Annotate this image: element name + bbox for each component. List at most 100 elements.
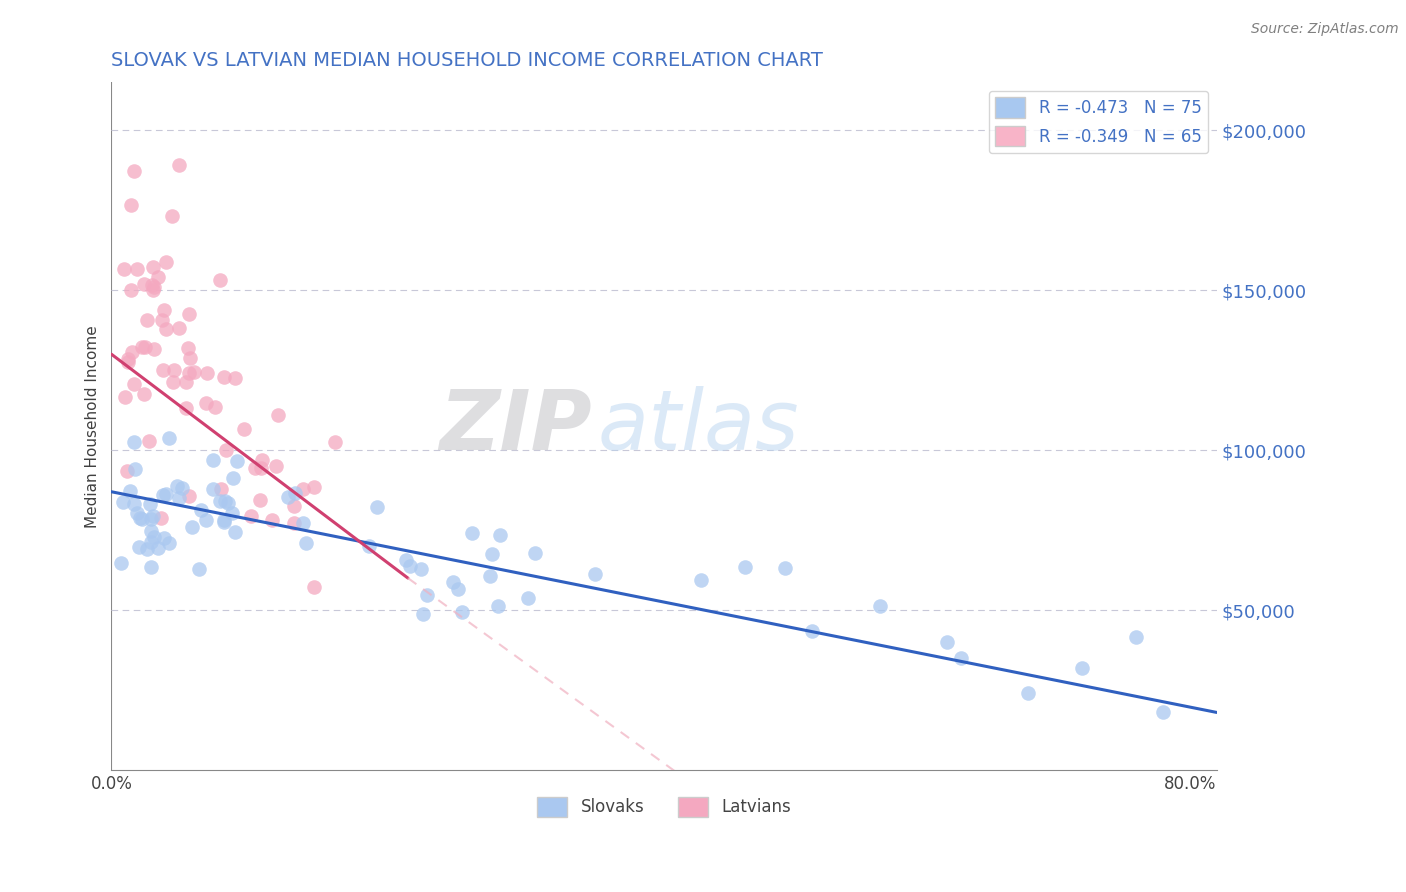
Point [221,506,243,520]
Point [194,513,217,527]
Point [177,341,200,355]
Point [152,313,174,327]
Point [215,443,238,458]
Point [488,527,510,541]
Point [142,284,165,298]
Point [138,434,160,449]
Point [152,487,174,501]
Point [217,496,239,510]
Point [936,634,959,648]
Point [801,624,824,638]
Point [146,270,169,285]
Point [249,493,271,508]
Point [212,513,235,527]
Point [169,158,191,172]
Point [122,497,145,511]
Point [120,484,142,499]
Point [243,461,266,475]
Point [174,375,197,389]
Point [409,562,432,576]
Point [208,494,231,508]
Point [122,376,145,391]
Point [446,582,468,596]
Point [222,471,245,485]
Point [267,408,290,422]
Point [134,277,156,292]
Point [121,344,143,359]
Point [139,497,162,511]
Point [412,607,434,622]
Point [155,255,177,269]
Point [775,561,797,575]
Point [226,453,249,467]
Point [283,499,305,513]
Point [209,273,232,287]
Text: ZIP: ZIP [440,385,592,467]
Point [122,164,145,178]
Point [209,482,232,496]
Point [174,401,197,416]
Point [239,508,262,523]
Point [127,506,149,520]
Point [1070,661,1092,675]
Point [110,556,132,570]
Point [142,260,165,275]
Point [481,548,503,562]
Point [690,574,713,588]
Point [139,512,162,526]
Point [416,588,439,602]
Point [197,366,219,380]
Point [112,262,135,277]
Point [1125,630,1147,644]
Point [139,524,162,539]
Text: SLOVAK VS LATVIAN MEDIAN HOUSEHOLD INCOME CORRELATION CHART: SLOVAK VS LATVIAN MEDIAN HOUSEHOLD INCOM… [111,51,824,70]
Point [260,513,283,527]
Point [122,435,145,450]
Point [304,580,326,594]
Point [177,489,200,503]
Point [395,552,418,566]
Point [139,535,162,549]
Point [155,487,177,501]
Point [124,462,146,476]
Point [155,321,177,335]
Point [163,363,186,377]
Point [460,526,482,541]
Point [357,539,380,553]
Point [117,464,139,478]
Point [323,435,346,450]
Point [583,566,606,581]
Point [153,531,176,545]
Point [131,341,153,355]
Point [179,307,201,321]
Point [266,458,288,473]
Point [142,342,165,356]
Point [398,559,420,574]
Point [524,546,547,560]
Point [157,431,180,445]
Y-axis label: Median Household Income: Median Household Income [86,325,100,527]
Point [179,366,201,380]
Point [114,390,136,404]
Point [202,453,225,467]
Point [117,351,139,366]
Point [183,365,205,379]
Point [157,536,180,550]
Point [517,591,540,606]
Point [148,541,170,555]
Point [295,536,318,550]
Point [142,280,165,294]
Point [120,197,142,211]
Point [366,500,388,515]
Point [252,453,274,467]
Point [128,540,150,554]
Point [167,491,190,505]
Point [1017,686,1039,700]
Point [131,512,153,526]
Point [284,486,307,500]
Point [212,370,235,384]
Point [187,562,209,576]
Point [135,312,157,326]
Point [292,516,315,530]
Point [202,482,225,496]
